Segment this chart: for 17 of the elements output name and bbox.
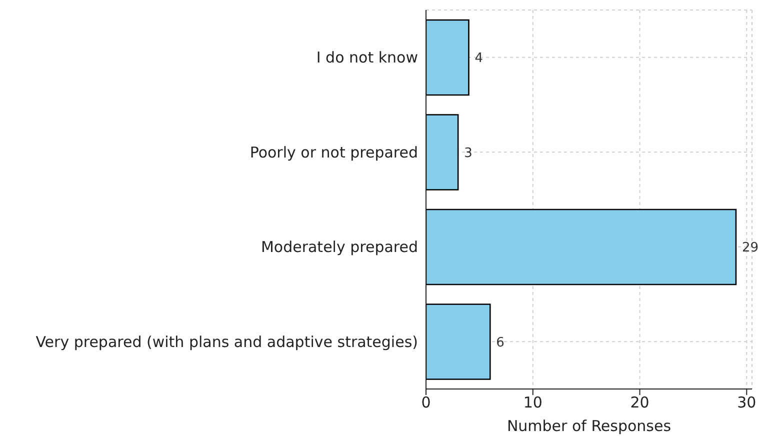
bar bbox=[426, 114, 459, 190]
data-label: 6 bbox=[496, 335, 504, 350]
y-tick-label: Poorly or not prepared bbox=[250, 143, 418, 162]
bar bbox=[426, 304, 491, 380]
bar bbox=[426, 208, 737, 286]
x-axis-title: Number of Responses bbox=[506, 417, 672, 435]
x-tick-label: 20 bbox=[630, 394, 650, 412]
data-label: 4 bbox=[474, 51, 484, 66]
x-tick-label: 0 bbox=[421, 394, 431, 412]
x-tick-label: 10 bbox=[523, 394, 542, 412]
y-tick-label: Moderately prepared bbox=[260, 238, 418, 256]
y-tick-label: Very prepared (with plans and adaptive strategies) bbox=[36, 332, 418, 351]
y-tick-label: I do not know bbox=[316, 48, 418, 67]
data-label: 29 bbox=[742, 240, 758, 256]
x-tick-label: 30 bbox=[737, 394, 756, 412]
data-label: 3 bbox=[464, 146, 472, 161]
bar bbox=[426, 19, 470, 96]
